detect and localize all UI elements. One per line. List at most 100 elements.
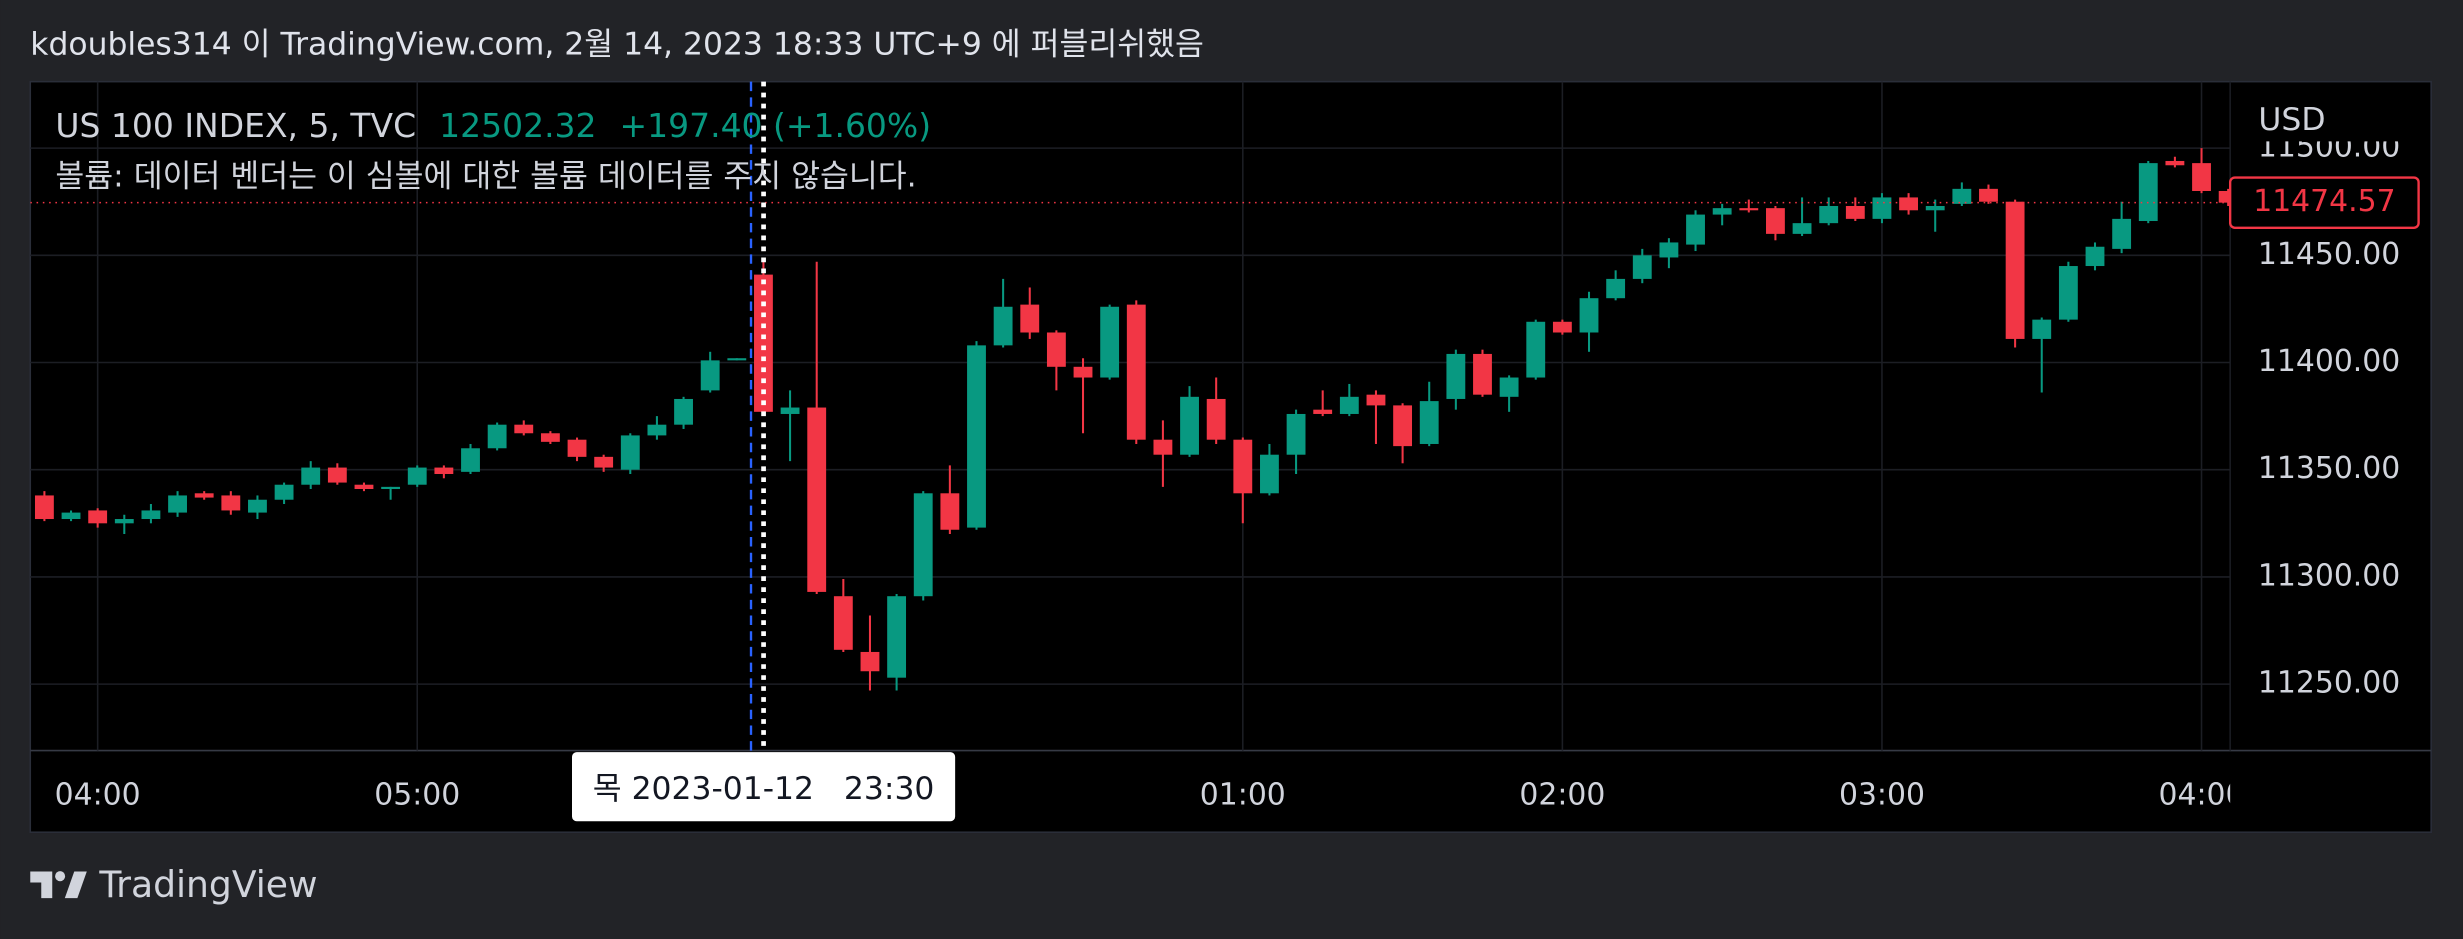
candle-body [1552,321,1572,333]
candle-body [61,512,81,520]
candle-body [514,424,534,434]
candle-body [1632,255,1652,279]
candle-body [194,493,214,498]
candle-body [1446,353,1466,399]
candle-body [700,360,720,391]
candle-body [1712,208,1732,215]
candle-body [833,596,853,650]
candle-body [940,493,960,530]
candle-body [1579,298,1599,333]
candle-body [807,407,827,592]
candle-body [1260,454,1279,494]
candle-body [1339,396,1359,414]
candle-body [1686,214,1705,245]
candle-body [1473,353,1492,395]
candle-body [2112,218,2132,249]
candle-body [248,499,267,513]
candle-body [1845,206,1865,219]
candle-body [2218,190,2231,203]
candle-body [1020,304,1040,333]
candle-body [2138,163,2158,222]
candle-body [1952,188,1972,204]
y-tick-label: 11350.00 [2258,451,2400,486]
candle-body [1739,208,1759,211]
candle-body [2085,246,2105,267]
candle-body [34,495,54,520]
x-tick-label: 02:00 [1519,778,1605,813]
y-tick-label: 11300.00 [2258,558,2400,593]
candle-body [727,358,747,361]
last-price-box [2228,176,2420,229]
candle-body [1180,396,1199,455]
legend: US 100 INDEX, 5, TVC 12502.32 +197.40 (+… [55,106,931,145]
candle-body [1499,377,1519,397]
candle-body [1313,409,1333,414]
y-tick-label: 11250.00 [2258,666,2400,701]
candle-body [1899,197,1919,211]
candle-body [1206,398,1226,440]
candle-body [967,345,986,528]
candle-body [88,510,108,524]
candle-body [1286,413,1306,455]
candle-body [1100,306,1120,378]
time-axis: 04:00 05:00 01:00 02:00 03:00 04:00 [55,778,2245,813]
candle-body [2058,266,2078,320]
candle-body [487,424,507,449]
candle-body [221,495,241,511]
candle-body [1393,405,1413,447]
legend-price: 12502.32 [439,106,596,145]
x-tick-label: 04:00 [55,778,141,813]
candle-body [274,484,294,500]
candle-body [887,596,907,678]
candle-body [674,398,693,425]
candle-body [754,274,773,412]
candle-body [860,651,880,672]
candle-body [327,467,347,483]
x-tick-label: 03:00 [1839,778,1925,813]
brand: TradingView [98,863,317,906]
candle-body [1073,366,1093,378]
candle-body [1925,206,1945,211]
y-axis-label: USD [2258,102,2325,138]
header: kdoubles314 이 TradingView.com, 2월 14, 20… [30,27,1204,63]
candle-body [1153,439,1173,455]
legend-change: +197.40 (+1.60%) [620,106,932,145]
last-price-label: 11474.57 [2253,184,2395,219]
candle-body [1872,197,1892,219]
candle-body [913,493,933,597]
candle-body [1792,223,1812,234]
candle-body [1979,188,1998,202]
crosshair-label-box [572,752,956,822]
candle-body [141,510,161,520]
candle-body [1046,332,1066,367]
volume-note: 볼륨: 데이터 벤더는 이 심볼에 대한 볼륨 데이터를 주지 않습니다. [55,158,916,194]
chart-frame [29,80,2432,834]
crosshair-label: 목 2023-01-12 23:30 [593,771,935,807]
candle-body [620,435,640,470]
candle-body [434,467,454,474]
candle-body [1606,278,1626,299]
x-tick-label: 05:00 [374,778,460,813]
candle-body [1659,242,1679,258]
y-tick-label: 11500.00 [2258,130,2400,165]
candle-body [993,306,1013,346]
candle-body [168,495,187,513]
candle-body [354,484,374,490]
candle-body [1366,394,1386,406]
candle-body [1233,439,1253,494]
x-tick-label: 04:00 [2159,778,2245,813]
brand-logo [30,871,87,899]
candle-body [461,448,480,472]
y-tick-label: 11450.00 [2258,237,2400,272]
x-tick-label: 01:00 [1200,778,1286,813]
candle-body [1126,304,1146,440]
candles [30,148,2231,691]
candle-body [2192,163,2211,191]
candle-body [567,439,587,457]
candle-body [647,424,667,436]
candle-body [2165,160,2185,166]
price-axis: 11250.00 11300.00 11350.00 11400.00 11450.00… [2258,130,2400,701]
candle-body [2005,201,2025,339]
